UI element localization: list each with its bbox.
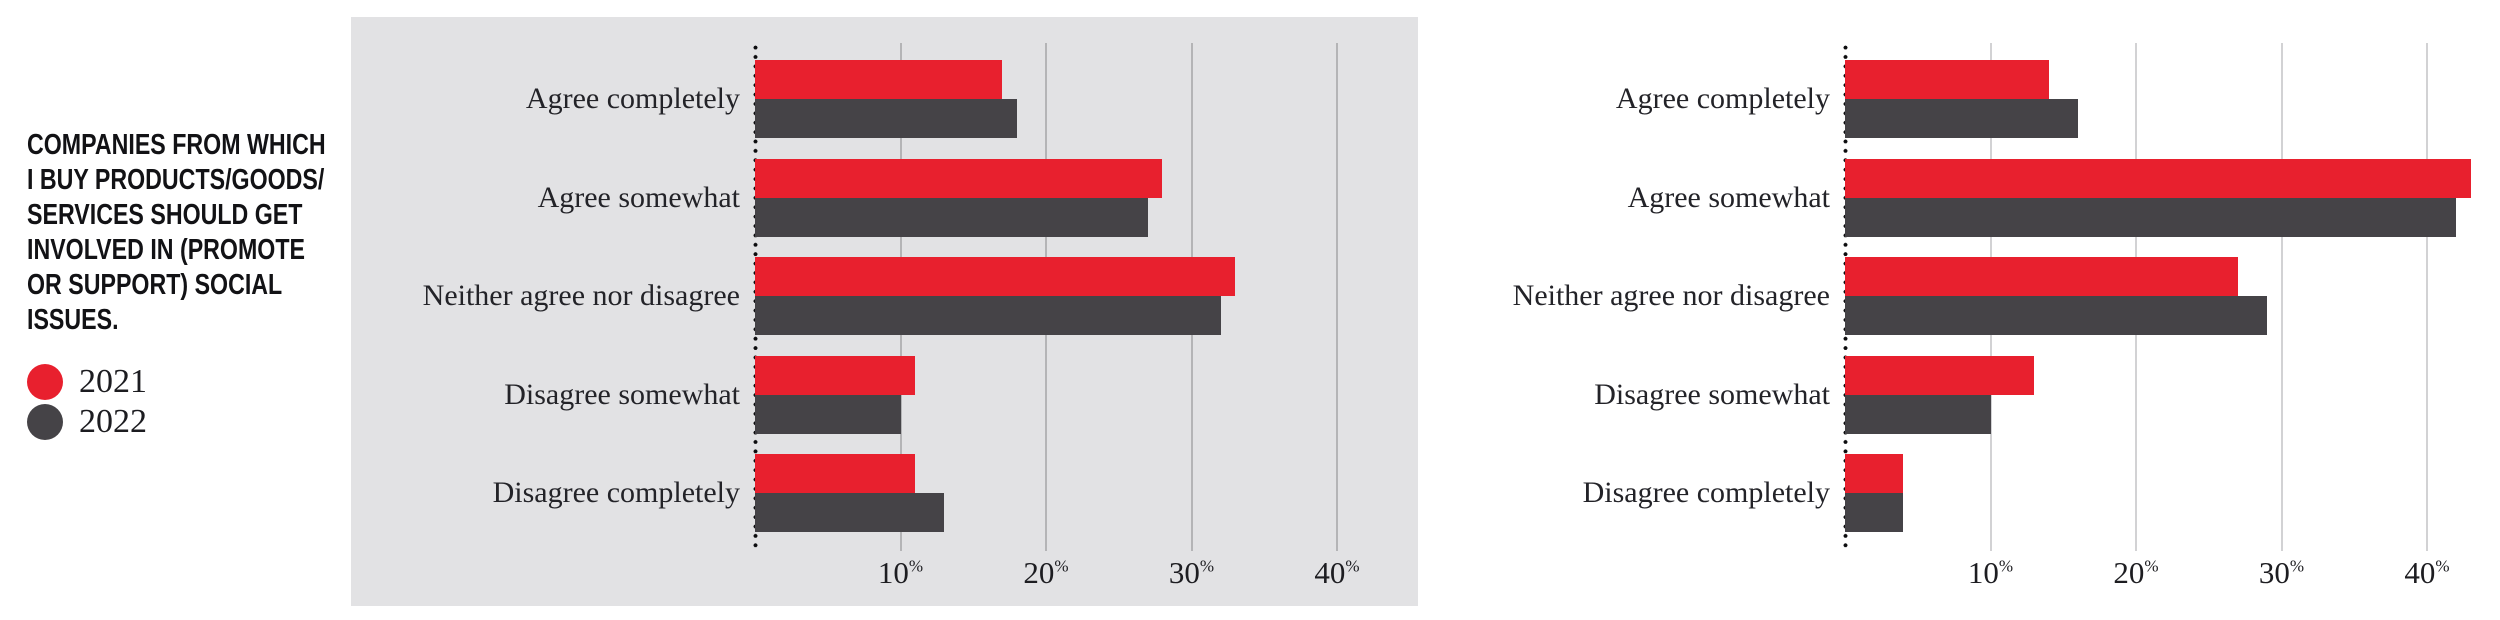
category-label-neither-agree-nor-disagree: Neither agree nor disagree: [1512, 279, 1830, 312]
legend-swatch-2022-icon: [27, 404, 63, 440]
axis-tick-value: 10: [877, 555, 909, 590]
legend-item-2021: 2021: [27, 362, 147, 402]
percent-sign: %: [2144, 556, 2159, 576]
bar-2021-agree-completely: [755, 60, 1003, 99]
axis-tick-value: 20: [1023, 555, 1055, 590]
chart-panel-gray: 10% 20% 30% 40% Agree completely Agree somewh…: [351, 17, 1418, 606]
chart-title: COMPANIES FROM WHICH I BUY PRODUCTS/GOOD…: [27, 129, 326, 336]
bar-2021-agree-completely: [1845, 60, 2049, 99]
percent-sign: %: [1054, 556, 1069, 576]
legend-label-2022: 2022: [79, 403, 147, 440]
bar-2022-disagree-completely: [1845, 493, 1904, 532]
bar-2022-neither-agree-nor-disagree: [1845, 296, 2267, 335]
gridline-30pct: [2280, 43, 2283, 551]
legend: 2021 2022: [27, 362, 147, 442]
axis-tick-20pct: 20%: [2081, 555, 2191, 591]
chart-panel-white: 10% 20% 30% 40% Agree completely Agree somewh…: [1428, 17, 2490, 606]
bar-2022-agree-completely: [755, 99, 1017, 138]
category-label-disagree-somewhat: Disagree somewhat: [1594, 377, 1830, 411]
category-label-agree-somewhat: Agree somewhat: [537, 180, 740, 214]
category-label-neither-agree-nor-disagree: Neither agree nor disagree: [422, 279, 740, 312]
axis-tick-30pct: 30%: [2227, 555, 2337, 591]
bar-2022-neither-agree-nor-disagree: [755, 296, 1221, 335]
bar-2021-neither-agree-nor-disagree: [755, 257, 1236, 296]
axis-tick-10pct: 10%: [1936, 555, 2046, 591]
bar-2021-disagree-completely: [755, 454, 916, 493]
axis-tick-value: 30: [1168, 555, 1200, 590]
axis-tick-20pct: 20%: [991, 555, 1101, 591]
axis-tick-10pct: 10%: [846, 555, 956, 591]
category-label-agree-completely: Agree completely: [525, 82, 740, 115]
category-label-agree-completely: Agree completely: [1615, 82, 1830, 115]
gridline-40pct: [1336, 43, 1338, 551]
axis-tick-40pct: 40%: [2372, 555, 2482, 591]
category-label-agree-somewhat: Agree somewhat: [1627, 180, 1830, 214]
axis-tick-value: 30: [2258, 555, 2290, 590]
bar-2022-agree-completely: [1845, 99, 2078, 138]
percent-sign: %: [1998, 556, 2014, 576]
axis-tick-value: 20: [2113, 555, 2145, 590]
bar-2022-disagree-somewhat: [1845, 394, 1991, 434]
axis-tick-value: 10: [1967, 555, 1999, 590]
category-label-disagree-completely: Disagree completely: [492, 476, 740, 509]
bar-2021-neither-agree-nor-disagree: [1845, 257, 2238, 296]
bar-2021-agree-somewhat: [1845, 158, 2471, 198]
bar-2021-disagree-somewhat: [1845, 355, 2035, 395]
category-label-disagree-completely: Disagree completely: [1582, 476, 1830, 509]
percent-sign: %: [1199, 556, 1215, 576]
axis-tick-value: 40: [1314, 555, 1346, 590]
bar-2022-agree-somewhat: [755, 197, 1148, 237]
axis-tick-30pct: 30%: [1137, 555, 1247, 591]
percent-sign: %: [2289, 556, 2305, 576]
bar-2022-agree-somewhat: [1845, 197, 2457, 237]
percent-sign: %: [2435, 556, 2450, 576]
bar-2021-agree-somewhat: [755, 158, 1163, 198]
axis-tick-value: 40: [2404, 555, 2436, 590]
legend-label-2021: 2021: [79, 363, 147, 400]
axis-tick-40pct: 40%: [1282, 555, 1392, 591]
category-label-disagree-somewhat: Disagree somewhat: [504, 377, 740, 411]
bar-2022-disagree-completely: [755, 493, 945, 532]
percent-sign: %: [908, 556, 924, 576]
bar-2021-disagree-completely: [1845, 454, 1904, 493]
legend-swatch-2021-icon: [27, 364, 63, 400]
gridline-40pct: [2426, 43, 2428, 551]
legend-item-2022: 2022: [27, 402, 147, 442]
bar-2021-disagree-somewhat: [755, 355, 916, 395]
bar-2022-disagree-somewhat: [755, 394, 901, 434]
percent-sign: %: [1345, 556, 1360, 576]
